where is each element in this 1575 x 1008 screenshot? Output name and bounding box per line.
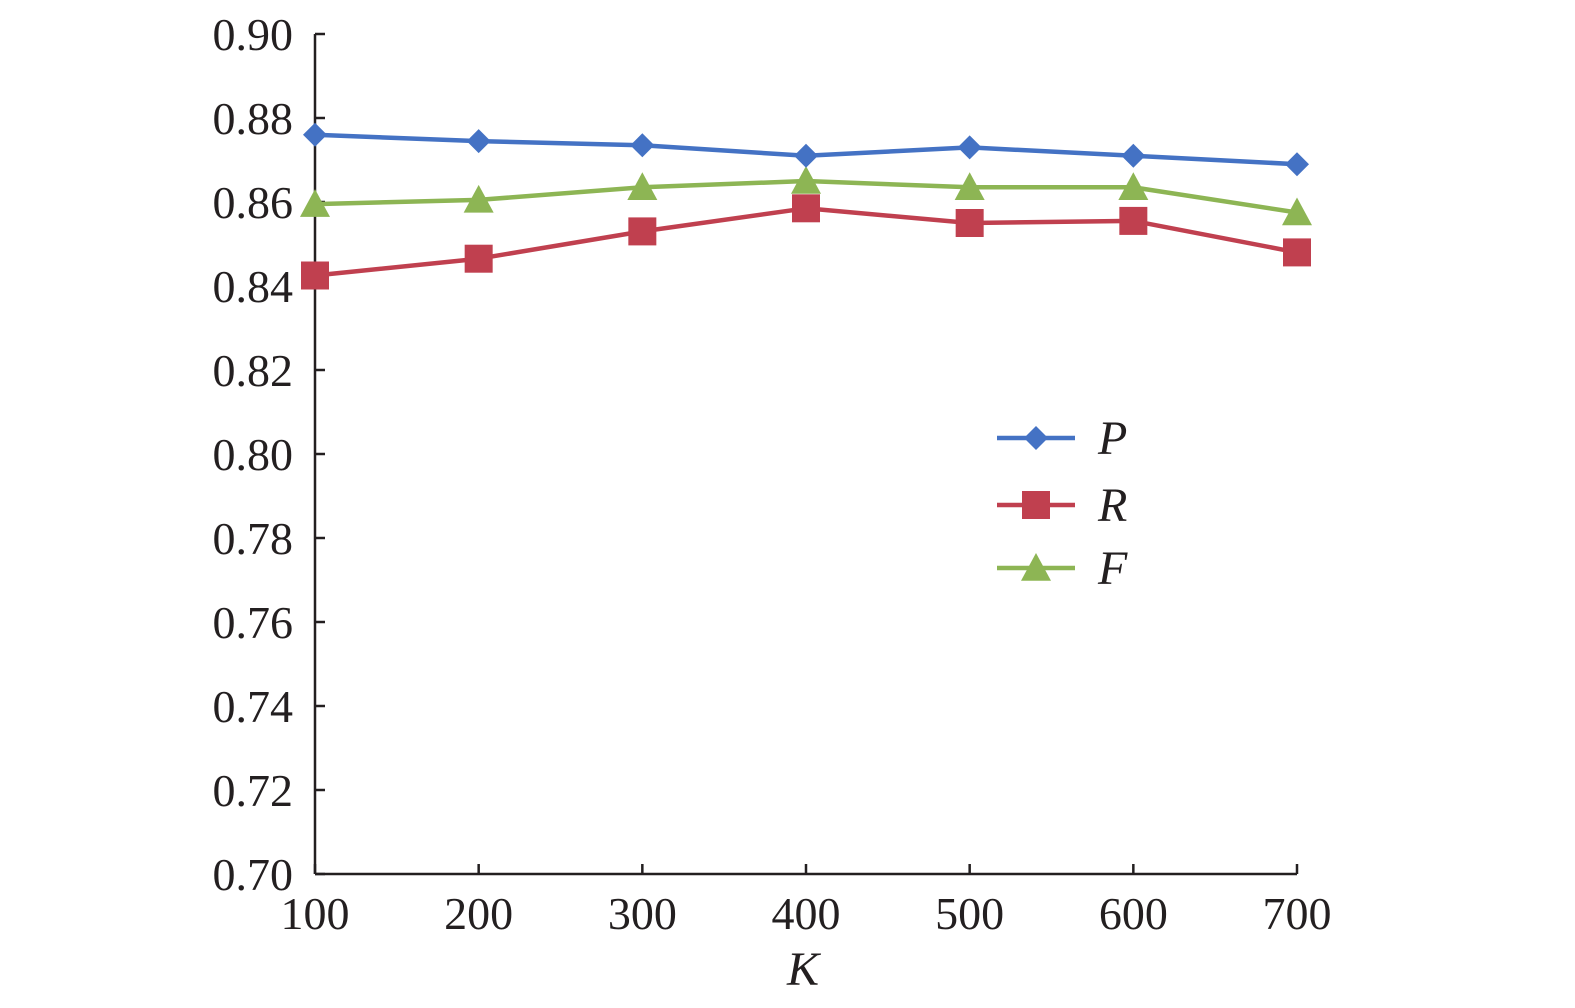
series-p-point-marker: [630, 133, 655, 158]
series-f-point-marker: [463, 184, 494, 213]
x-tick-label: 500: [935, 888, 1004, 939]
legend-label: P: [1097, 412, 1127, 465]
y-tick-label: 0.78: [213, 513, 294, 564]
series-f-point-marker: [300, 189, 330, 217]
x-tick-label: 200: [444, 888, 513, 939]
series-r-point-marker: [955, 209, 984, 237]
series-p-point-marker: [957, 135, 982, 160]
y-tick-label: 0.76: [213, 597, 294, 648]
series-r-point-marker: [628, 217, 657, 246]
series-p-point-marker: [794, 143, 818, 168]
series-p: [303, 122, 1309, 177]
y-tick-label: 0.86: [213, 177, 294, 228]
y-tick-label: 0.84: [213, 261, 294, 312]
legend-p-marker: [1024, 426, 1048, 450]
series-r-point-marker: [792, 194, 820, 223]
series-p-point-marker: [466, 129, 491, 154]
y-tick-label: 0.74: [213, 681, 294, 732]
x-tick-label: 700: [1263, 888, 1332, 939]
plot-area: 0.70 0.72 0.74 0.76 0.78 0.80 0.82 0.84 0.86 0.88…: [213, 9, 1332, 939]
series-r-point-marker: [1283, 238, 1311, 267]
series-f-point-marker: [1118, 172, 1149, 201]
series-f-point-marker: [627, 172, 658, 201]
series-f-point-marker: [791, 166, 821, 194]
series-layer: [300, 122, 1312, 290]
legend-item-f: F: [997, 542, 1128, 595]
x-tick-label: 600: [1099, 888, 1168, 939]
y-tick-label: 0.72: [213, 765, 294, 816]
legend-label: F: [1097, 542, 1128, 595]
x-tick-label: 400: [772, 888, 841, 939]
series-p-point-marker: [303, 122, 327, 147]
y-tick-label: 0.70: [213, 849, 294, 900]
legend-f-marker: [1021, 553, 1051, 581]
series-f: [300, 166, 1312, 226]
y-tick-label: 0.80: [213, 429, 294, 480]
series-f-point-marker: [1282, 197, 1312, 226]
series-r-point-marker: [301, 261, 329, 290]
legend-label: R: [1097, 479, 1127, 532]
y-tick-label: 0.90: [213, 9, 294, 60]
series-r-point-marker: [464, 244, 493, 273]
x-tick-label: 100: [281, 888, 350, 939]
y-tick-label: 0.82: [213, 345, 294, 396]
legend-r-marker: [1022, 491, 1050, 519]
legend-item-p: P: [997, 412, 1127, 465]
series-r-point-marker: [1119, 206, 1148, 235]
legend: PRF: [997, 412, 1128, 595]
y-axis-ticks: 0.70 0.72 0.74 0.76 0.78 0.80 0.82 0.84 0.86 0.88…: [213, 9, 325, 900]
legend-item-r: R: [997, 479, 1127, 532]
x-axis-title: K: [786, 943, 822, 996]
series-p-point-marker: [1121, 143, 1146, 168]
series-p-point-marker: [1285, 152, 1309, 177]
series-f-point-marker: [954, 172, 985, 201]
x-tick-label: 300: [608, 888, 677, 939]
x-axis-ticks: 100 200 300 400 500 600 700: [281, 864, 1332, 939]
y-tick-label: 0.88: [213, 93, 294, 144]
series-r: [301, 194, 1311, 290]
